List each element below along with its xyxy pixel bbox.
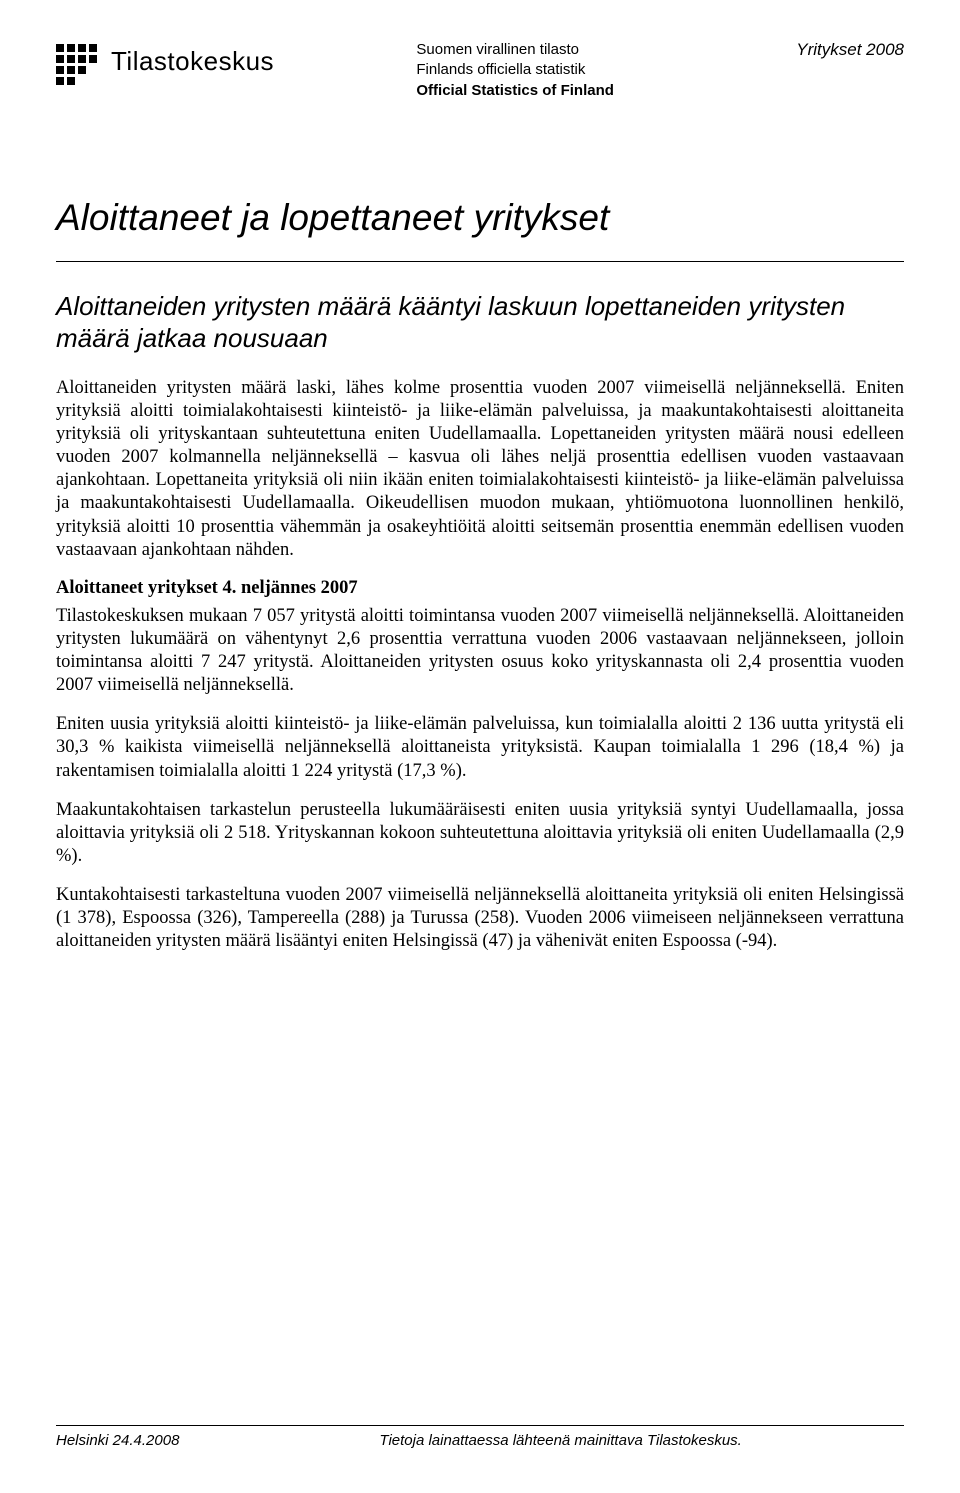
footer-divider — [56, 1425, 904, 1426]
footer-place-date: Helsinki 24.4.2008 — [56, 1432, 179, 1449]
brand-block: Tilastokeskus — [56, 40, 274, 85]
body-paragraph-3: Eniten uusia yrityksiä aloitti kiinteist… — [56, 713, 904, 782]
official-statistics-block: Suomen virallinen tilasto Finlands offic… — [416, 40, 614, 101]
body-paragraph-5: Kuntakohtaisesti tarkasteltuna vuoden 20… — [56, 884, 904, 953]
category-label: Yritykset 2008 — [796, 40, 904, 60]
document-subtitle: Aloittaneiden yritysten määrä kääntyi la… — [56, 290, 904, 355]
section-heading-q4-2007: Aloittaneet yritykset 4. neljännes 2007 — [56, 578, 904, 599]
official-stats-fi: Suomen virallinen tilasto — [416, 40, 614, 60]
document-title: Aloittaneet ja lopettaneet yritykset — [56, 197, 904, 239]
logo-bars-icon — [56, 44, 97, 85]
page-footer: Helsinki 24.4.2008 Tietoja lainattaessa … — [56, 1425, 904, 1449]
title-divider — [56, 261, 904, 262]
page-header: Tilastokeskus Suomen virallinen tilasto … — [56, 40, 904, 101]
intro-paragraph: Aloittaneiden yritysten määrä laski, läh… — [56, 377, 904, 562]
official-stats-sv: Finlands officiella statistik — [416, 60, 614, 80]
brand-name: Tilastokeskus — [111, 46, 274, 77]
footer-credit: Tietoja lainattaessa lähteenä mainittava… — [379, 1432, 741, 1449]
body-paragraph-2: Tilastokeskuksen mukaan 7 057 yritystä a… — [56, 605, 904, 698]
body-paragraph-4: Maakuntakohtaisen tarkastelun perusteell… — [56, 799, 904, 868]
official-stats-en: Official Statistics of Finland — [416, 81, 614, 101]
footer-row: Helsinki 24.4.2008 Tietoja lainattaessa … — [56, 1432, 904, 1449]
